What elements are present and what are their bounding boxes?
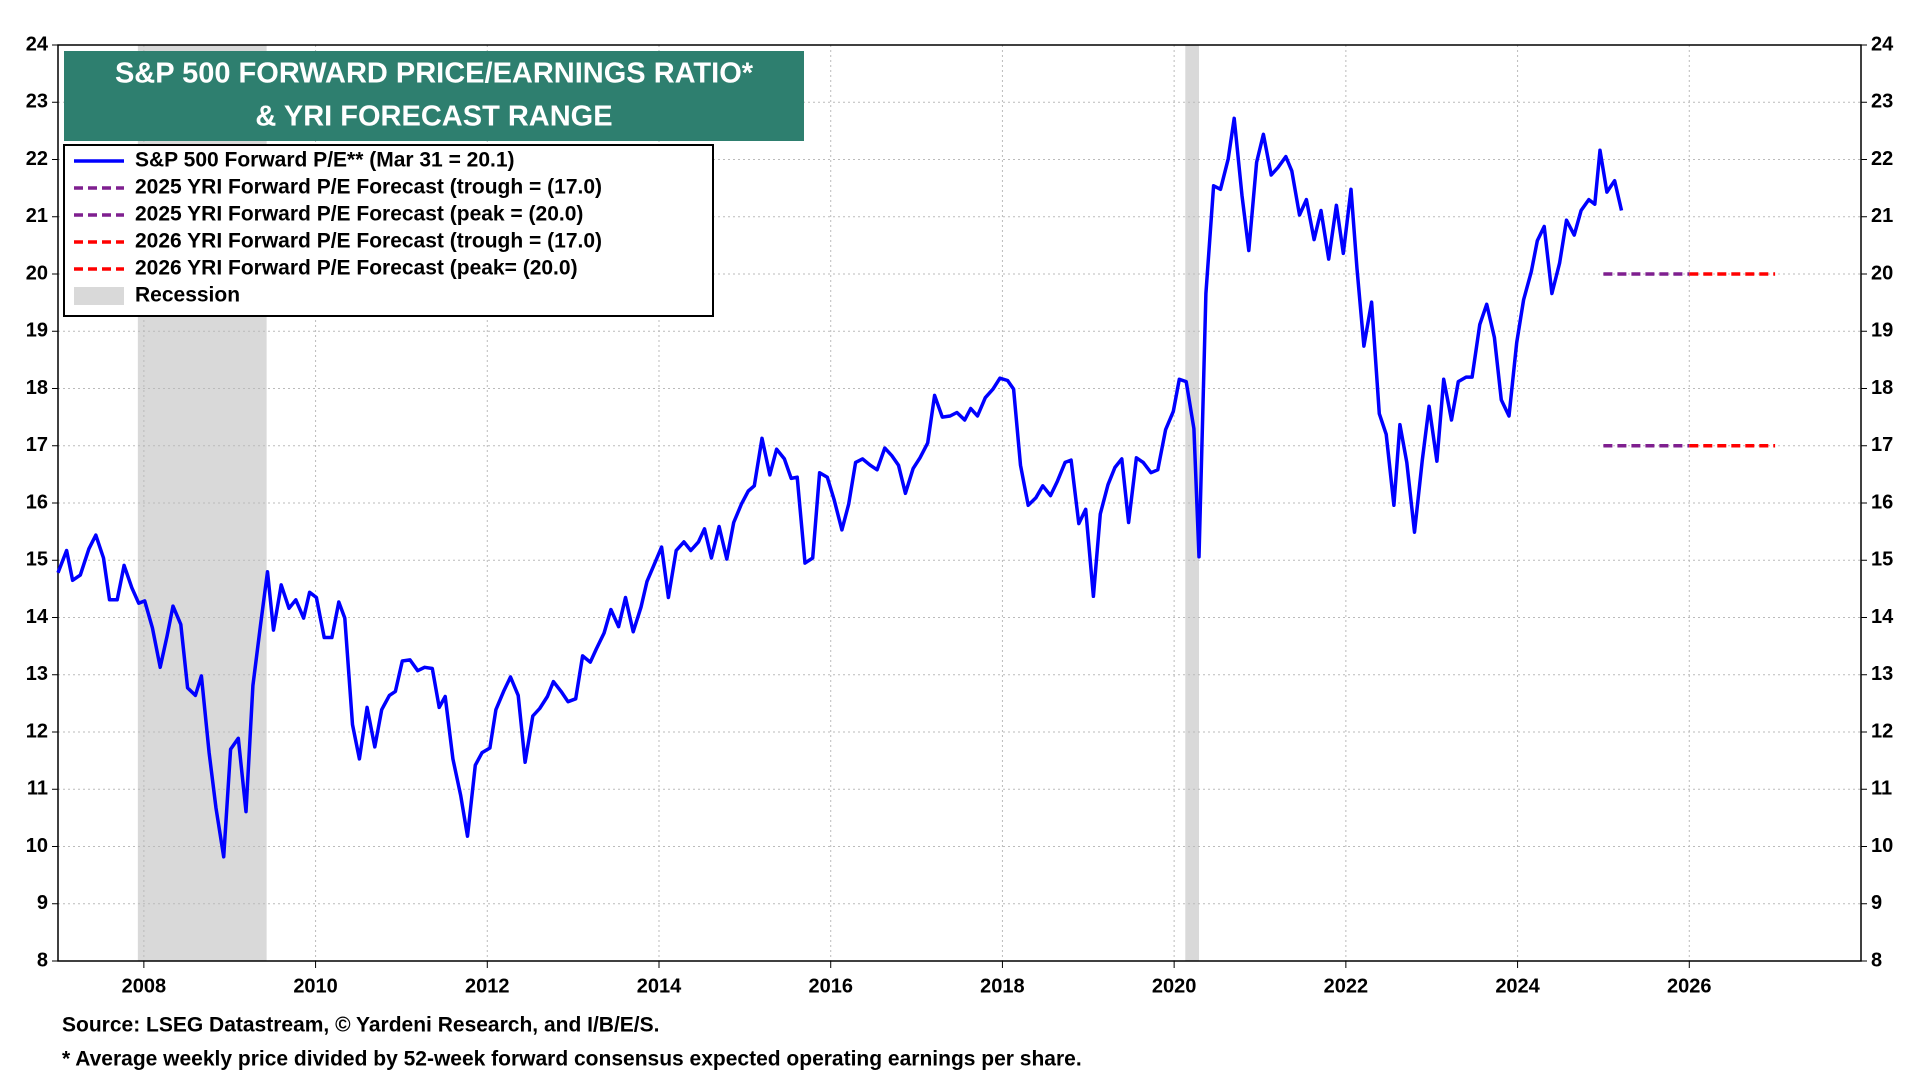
x-tick-label: 2018 <box>980 975 1025 997</box>
y-tick-label: 16 <box>26 491 48 513</box>
x-tick-label: 2014 <box>637 975 682 997</box>
x-tick-label: 2008 <box>122 975 167 997</box>
y2-tick-label: 11 <box>1871 778 1892 800</box>
series-line <box>56 116 1624 859</box>
legend-label: 2025 YRI Forward P/E Forecast (peak = (2… <box>135 203 583 226</box>
y2-tick-label: 15 <box>1871 549 1893 571</box>
y2-tick-label: 19 <box>1871 320 1893 342</box>
x-tick-label: 2012 <box>465 975 510 997</box>
y-tick-label: 22 <box>26 148 48 170</box>
y-tick-label: 23 <box>26 91 48 113</box>
y2-tick-label: 13 <box>1871 663 1893 685</box>
y-tick-label: 15 <box>26 549 48 571</box>
y2-tick-label: 18 <box>1871 377 1893 399</box>
legend-box <box>63 144 714 317</box>
source-note: Source: LSEG Datastream, © Yardeni Resea… <box>62 1014 659 1037</box>
x-tick-label: 2016 <box>808 975 853 997</box>
x-tick-label: 2010 <box>293 975 338 997</box>
y-tick-label: 20 <box>26 262 48 284</box>
y2-tick-label: 8 <box>1871 949 1882 971</box>
y2-tick-label: 24 <box>1871 33 1894 55</box>
y-tick-label: 8 <box>37 949 48 971</box>
y2-tick-label: 10 <box>1871 835 1893 857</box>
legend-label: 2025 YRI Forward P/E Forecast (trough = … <box>135 176 602 199</box>
title-box <box>64 51 804 141</box>
legend-label: S&P 500 Forward P/E** (Mar 31 = 20.1) <box>135 149 515 172</box>
y-tick-label: 13 <box>26 663 48 685</box>
y2-tick-label: 23 <box>1871 91 1893 113</box>
y2-tick-label: 14 <box>1871 606 1894 628</box>
y-tick-label: 14 <box>26 606 49 628</box>
y-tick-label: 17 <box>26 434 48 456</box>
plot-frame <box>57 44 1862 962</box>
y2-tick-label: 22 <box>1871 148 1893 170</box>
footnote: * Average weekly price divided by 52-wee… <box>62 1048 1082 1071</box>
legend-label: Recession <box>135 284 240 307</box>
y-tick-label: 19 <box>26 320 48 342</box>
x-tick-label: 2022 <box>1324 975 1369 997</box>
chart-title: & YRI FORECAST RANGE <box>255 101 612 133</box>
legend-swatch <box>74 287 124 305</box>
legend-label: 2026 YRI Forward P/E Forecast (trough = … <box>135 230 602 253</box>
y2-tick-label: 17 <box>1871 434 1893 456</box>
y2-tick-label: 9 <box>1871 892 1882 914</box>
y-tick-label: 21 <box>26 205 48 227</box>
y-tick-label: 12 <box>26 720 48 742</box>
y-tick-label: 10 <box>26 835 48 857</box>
y2-tick-label: 20 <box>1871 262 1893 284</box>
x-tick-label: 2026 <box>1667 975 1712 997</box>
y-tick-label: 18 <box>26 377 48 399</box>
y2-tick-label: 12 <box>1871 720 1893 742</box>
legend-label: 2026 YRI Forward P/E Forecast (peak= (20… <box>135 257 578 280</box>
chart-title: S&P 500 FORWARD PRICE/EARNINGS RATIO* <box>115 58 754 90</box>
x-tick-label: 2020 <box>1152 975 1197 997</box>
y2-tick-label: 16 <box>1871 491 1893 513</box>
x-tick-label: 2024 <box>1495 975 1540 997</box>
y-tick-label: 24 <box>26 33 49 55</box>
y-tick-label: 9 <box>37 892 48 914</box>
y2-tick-label: 21 <box>1871 205 1893 227</box>
y-tick-label: 11 <box>27 778 48 800</box>
